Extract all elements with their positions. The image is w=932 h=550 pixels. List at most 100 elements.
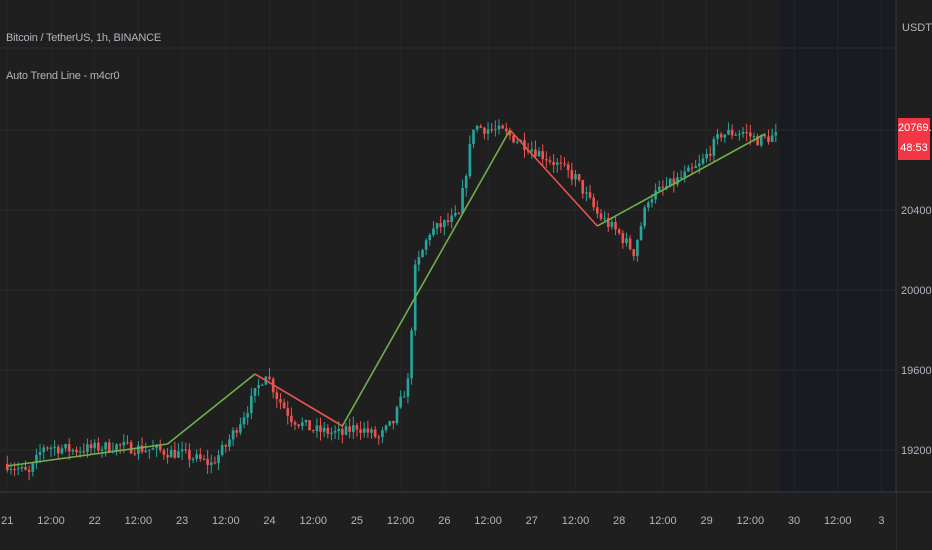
candle-body	[246, 413, 249, 418]
candle-body	[199, 454, 202, 459]
candle-body	[330, 432, 333, 434]
candle-body	[508, 131, 512, 136]
candle-body	[75, 449, 78, 453]
candle-body	[421, 249, 424, 258]
candle-body	[395, 407, 399, 424]
candle-body	[319, 425, 322, 432]
candle-body	[129, 442, 133, 454]
trend-line-up	[341, 129, 511, 427]
candle-body	[220, 445, 224, 456]
candle-body	[690, 167, 694, 169]
candle-body	[734, 134, 738, 136]
price-axis-unit[interactable]: USDT	[902, 22, 932, 34]
candle-body	[501, 125, 504, 129]
candle-body	[228, 439, 231, 447]
x-tick-label: 23	[176, 515, 188, 527]
candle-body	[333, 431, 337, 433]
candle-body	[31, 463, 35, 472]
candle-body	[443, 220, 446, 228]
candle-body	[577, 174, 581, 181]
candle-body	[282, 402, 286, 409]
x-tick-label: 12:00	[125, 515, 153, 527]
candle-body	[239, 424, 242, 433]
candle-body	[719, 134, 723, 138]
candle-body	[639, 226, 643, 240]
candle-body	[563, 163, 566, 165]
candle-body	[708, 153, 712, 156]
candle-body	[730, 129, 734, 136]
candle-body	[712, 138, 716, 156]
candle-body	[107, 442, 111, 452]
candle-body	[16, 468, 20, 470]
candle-body	[231, 430, 235, 440]
candle-body	[603, 218, 606, 220]
candle-body	[20, 466, 24, 469]
indicator-title[interactable]: Auto Trend Line - m4cr0	[6, 70, 120, 82]
candle-body	[486, 129, 490, 134]
candle-body	[453, 213, 457, 216]
y-tick-label: 19600.00	[901, 365, 932, 377]
candle-body	[169, 449, 173, 458]
candle-body	[530, 149, 534, 152]
candle-body	[224, 445, 228, 447]
candle-body	[359, 429, 362, 433]
candle-body	[279, 399, 282, 403]
candle-body	[617, 229, 621, 234]
candle-body	[133, 453, 137, 455]
candle-body	[370, 429, 373, 433]
candle-body	[188, 449, 191, 460]
candle-body	[27, 469, 31, 472]
candle-body	[432, 228, 435, 235]
candlesticks	[5, 119, 778, 481]
candle-body	[250, 395, 253, 414]
candle-body	[446, 220, 450, 222]
candle-body	[748, 132, 752, 137]
candle-body	[337, 428, 341, 432]
candle-body	[155, 445, 158, 449]
candle-body	[406, 378, 410, 397]
candle-body	[71, 449, 75, 452]
candle-body	[177, 451, 180, 458]
candle-body	[35, 454, 38, 464]
candle-body	[260, 384, 264, 386]
candle-body	[548, 160, 552, 162]
candle-body	[483, 127, 486, 134]
candle-body	[304, 420, 308, 423]
candle-body	[428, 234, 432, 241]
candle-body	[541, 151, 545, 160]
trend-line-down	[254, 373, 343, 427]
candle-body	[373, 429, 377, 437]
candle-body	[694, 166, 697, 168]
candle-body	[97, 442, 100, 451]
x-tick-label: 12:00	[649, 515, 677, 527]
candle-body	[46, 447, 49, 449]
candle-body	[86, 444, 89, 453]
candle-body	[191, 458, 195, 460]
x-tick-label: 12:00	[474, 515, 502, 527]
candle-body	[585, 192, 588, 194]
candle-body	[341, 428, 344, 435]
candle-body	[665, 185, 668, 188]
candle-body	[5, 464, 9, 470]
candle-body	[738, 133, 741, 135]
candle-body	[326, 427, 330, 434]
candle-body	[424, 240, 428, 250]
x-tick-label: 12:00	[824, 515, 852, 527]
candle-body	[180, 449, 184, 452]
candle-body	[698, 163, 701, 167]
candle-body	[592, 197, 596, 208]
candle-body	[683, 171, 687, 178]
candle-body	[621, 233, 625, 244]
candle-body	[650, 199, 654, 203]
candle-body	[606, 218, 610, 227]
candle-body	[56, 446, 60, 454]
chart-title[interactable]: Bitcoin / TetherUS, 1h, BINANCE	[6, 32, 161, 44]
candle-body	[104, 442, 107, 450]
x-tick-label: 12:00	[212, 515, 240, 527]
x-tick-label: 12:00	[387, 515, 415, 527]
candle-body	[770, 135, 774, 142]
candle-body	[668, 178, 672, 186]
x-tick-label: 12:00	[562, 515, 590, 527]
candle-body	[479, 126, 483, 128]
